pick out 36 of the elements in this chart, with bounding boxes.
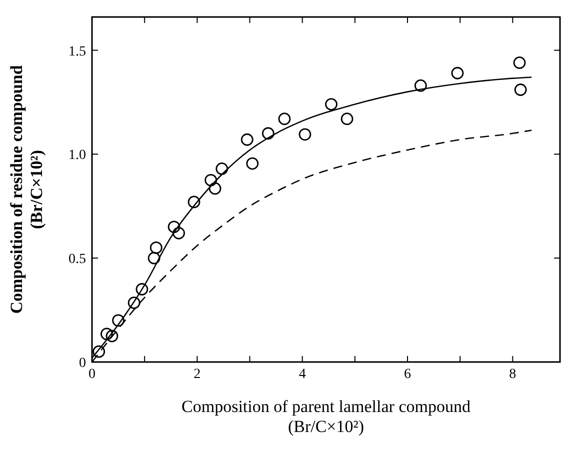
x-tick-label: 0 bbox=[88, 367, 96, 382]
y-tick-label: 0.5 bbox=[68, 252, 86, 268]
point bbox=[172, 226, 185, 240]
y-tick-label: 1.0 bbox=[68, 148, 86, 164]
x-tick-label: 2 bbox=[194, 367, 201, 382]
point bbox=[92, 345, 106, 358]
point bbox=[246, 157, 259, 170]
point bbox=[216, 162, 228, 175]
point bbox=[188, 196, 200, 208]
point bbox=[100, 328, 113, 340]
point bbox=[168, 220, 180, 234]
x-tick-label: 8 bbox=[509, 367, 516, 382]
point bbox=[204, 174, 218, 186]
point bbox=[106, 330, 118, 342]
point bbox=[414, 79, 427, 92]
point bbox=[514, 84, 527, 96]
point bbox=[262, 127, 274, 140]
point bbox=[136, 283, 148, 296]
point bbox=[298, 128, 312, 141]
y-tick-label: 1.5 bbox=[68, 44, 86, 60]
y-tick-label: 0 bbox=[79, 356, 86, 371]
x-tick-label: 6 bbox=[404, 367, 412, 382]
x-tick-label: 4 bbox=[298, 367, 306, 382]
point bbox=[208, 182, 222, 195]
x-axis-title: Composition of parent lamellar compound (Br/C×10²) bbox=[182, 397, 471, 436]
point bbox=[240, 133, 254, 146]
point bbox=[513, 56, 526, 69]
point bbox=[150, 241, 162, 254]
point bbox=[278, 112, 291, 126]
y-axis-title: Composition of residue compound (Br/C×10²) bbox=[7, 64, 46, 314]
point bbox=[112, 314, 124, 327]
point bbox=[128, 296, 140, 309]
point bbox=[340, 112, 354, 126]
point bbox=[451, 66, 464, 80]
point bbox=[325, 98, 338, 110]
point bbox=[148, 252, 160, 264]
